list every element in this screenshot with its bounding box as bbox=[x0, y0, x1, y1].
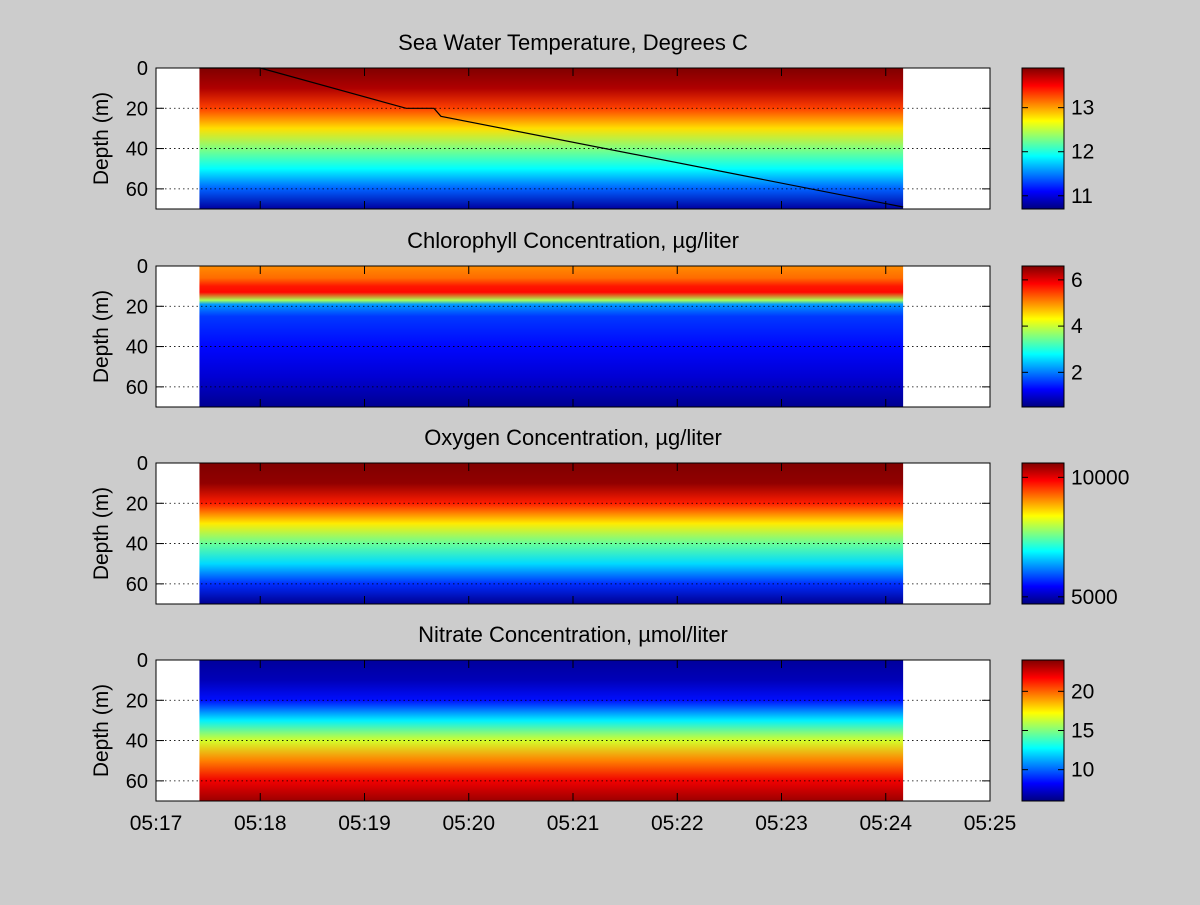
y-tick-label: 20 bbox=[126, 690, 148, 712]
y-tick-label: 20 bbox=[126, 296, 148, 318]
subplot-1: Sea Water Temperature, Degrees C 0 20 40 60 D… bbox=[90, 30, 1094, 210]
subplot-title: Chlorophyll Concentration, µg/liter bbox=[407, 228, 739, 253]
colorbar-tick-label: 20 bbox=[1071, 680, 1094, 703]
y-axis-label: Depth (m) bbox=[90, 290, 113, 383]
colorbar bbox=[1021, 659, 1065, 802]
y-tick-label: 0 bbox=[137, 256, 148, 278]
y-axis-label: Depth (m) bbox=[90, 487, 113, 580]
colorbar-tick-label: 6 bbox=[1071, 269, 1083, 292]
y-tick-label: 0 bbox=[137, 650, 148, 672]
heatmap-field bbox=[199, 463, 904, 604]
y-tick-label: 60 bbox=[126, 574, 148, 596]
x-tick-label: 05:17 bbox=[130, 812, 183, 835]
y-axis-label: Depth (m) bbox=[90, 92, 113, 185]
heatmap-field bbox=[199, 266, 904, 407]
y-tick-label: 40 bbox=[126, 731, 148, 753]
y-tick-label: 60 bbox=[126, 377, 148, 399]
y-tick-label: 20 bbox=[126, 493, 148, 515]
subplot-title: Sea Water Temperature, Degrees C bbox=[398, 30, 748, 55]
subplot-title: Nitrate Concentration, µmol/liter bbox=[418, 622, 728, 647]
subplot-2: Chlorophyll Concentration, µg/liter 0 20 40… bbox=[90, 228, 1083, 408]
y-tick-label: 40 bbox=[126, 337, 148, 359]
x-tick-label: 05:20 bbox=[442, 812, 495, 835]
colorbar-tick-label: 4 bbox=[1071, 315, 1083, 338]
subplot-title: Oxygen Concentration, µg/liter bbox=[424, 425, 722, 450]
x-tick-label: 05:19 bbox=[338, 812, 391, 835]
y-tick-label: 60 bbox=[126, 771, 148, 793]
colorbar-tick-label: 2 bbox=[1071, 361, 1083, 384]
colorbar-tick-label: 10000 bbox=[1071, 466, 1129, 489]
y-tick-label: 20 bbox=[126, 98, 148, 120]
y-tick-label: 0 bbox=[137, 453, 148, 475]
x-tick-label: 05:23 bbox=[755, 812, 808, 835]
subplot-3: Oxygen Concentration, µg/liter 0 20 40 60 Dep… bbox=[90, 425, 1129, 609]
colorbar bbox=[1021, 67, 1065, 210]
colorbar-tick-label: 12 bbox=[1071, 141, 1094, 164]
x-tick-label: 05:21 bbox=[547, 812, 600, 835]
x-tick-label: 05:25 bbox=[964, 812, 1017, 835]
colorbar bbox=[1021, 462, 1065, 605]
y-axis-label: Depth (m) bbox=[90, 684, 113, 777]
colorbar-tick-label: 11 bbox=[1071, 185, 1093, 208]
subplot-4: Nitrate Concentration, µmol/liter 0 20 40 60… bbox=[90, 622, 1094, 835]
colorbar-tick-label: 5000 bbox=[1071, 586, 1118, 609]
colorbar-tick-label: 15 bbox=[1071, 720, 1094, 743]
x-tick-label: 05:22 bbox=[651, 812, 704, 835]
colorbar bbox=[1021, 265, 1065, 408]
x-tick-label: 05:24 bbox=[859, 812, 912, 835]
colorbar-tick-label: 13 bbox=[1071, 97, 1094, 120]
y-tick-label: 40 bbox=[126, 534, 148, 556]
colorbar-tick-label: 10 bbox=[1071, 759, 1094, 782]
heatmap-field bbox=[199, 660, 904, 801]
y-tick-label: 0 bbox=[137, 58, 148, 80]
y-tick-label: 60 bbox=[126, 179, 148, 201]
y-tick-label: 40 bbox=[126, 139, 148, 161]
x-tick-label: 05:18 bbox=[234, 812, 287, 835]
